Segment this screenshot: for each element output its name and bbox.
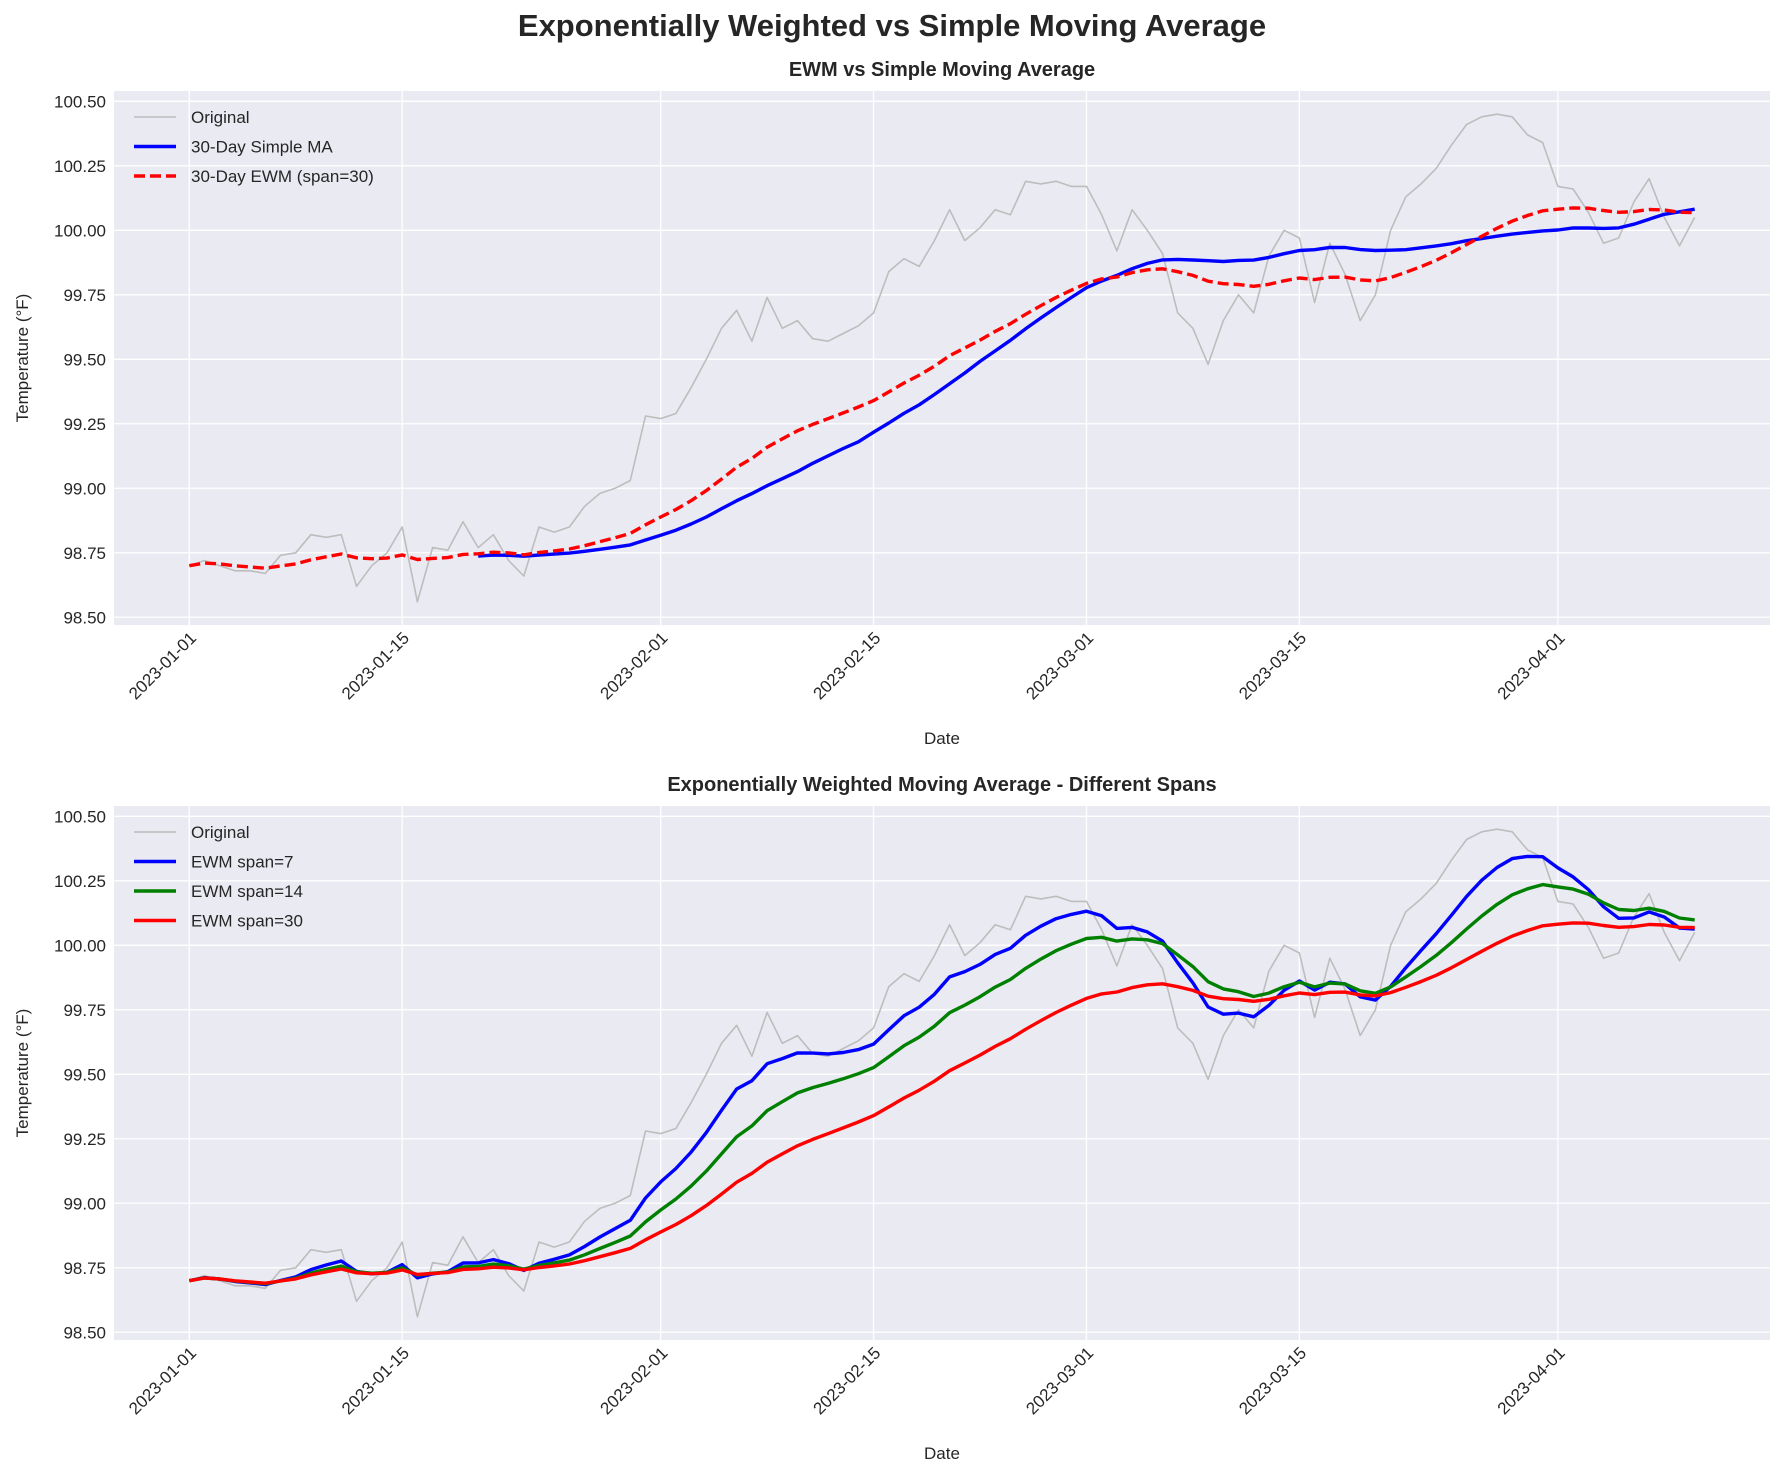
- y-tick-label: 99.00: [63, 479, 106, 498]
- y-tick-label: 100.50: [54, 92, 106, 111]
- x-tick-label: 2023-01-15: [338, 628, 413, 703]
- y-tick-label: 98.75: [63, 544, 106, 563]
- series-line-ewm-span-30: [189, 921, 1695, 1285]
- plot-area: [114, 91, 1770, 625]
- y-tick-label: 100.50: [54, 807, 106, 826]
- x-tick-label: 2023-03-15: [1235, 1343, 1310, 1418]
- y-tick-label: 100.25: [54, 872, 106, 891]
- subplot-title: EWM vs Simple Moving Average: [789, 59, 1095, 81]
- x-tick-label: 2023-04-01: [1494, 628, 1569, 703]
- y-tick-label: 99.00: [63, 1194, 106, 1213]
- series-line-original: [189, 113, 1696, 603]
- x-tick-label: 2023-01-01: [125, 1343, 200, 1418]
- subplot-ewm-spans: 98.50 98.75 99.00 99.25 99.50 99.75 100.00 100.…: [13, 774, 1770, 1463]
- x-tick-label: 2023-03-01: [1022, 628, 1097, 703]
- legend-label: EWM span=30: [191, 912, 303, 931]
- y-tick-label: 98.50: [63, 1323, 106, 1342]
- x-tick-label: 2023-03-01: [1022, 1343, 1097, 1418]
- y-tick-label: 98.75: [63, 1259, 106, 1278]
- y-tick-label: 100.00: [54, 936, 106, 955]
- x-tick-label: 2023-04-01: [1494, 1343, 1569, 1418]
- y-tick-label: 99.25: [63, 415, 106, 434]
- series-line-30-day-ewm-span-30: [189, 206, 1695, 570]
- y-tick-label: 99.75: [63, 1001, 106, 1020]
- subplot-ewm-vs-sma: 98.50 98.75 99.00 99.25 99.50 99.75 100.00 100.…: [13, 59, 1770, 748]
- subplot-title: Exponentially Weighted Moving Average - …: [667, 774, 1216, 796]
- legend-label: Original: [191, 108, 250, 127]
- y-tick-label: 100.25: [54, 157, 106, 176]
- y-axis-label: Temperature (°F): [13, 1009, 32, 1138]
- legend-label: EWM span=7: [191, 853, 294, 872]
- y-tick-label: 99.75: [63, 286, 106, 305]
- x-axis-label: Date: [924, 729, 960, 748]
- series-line-30-day-simple-ma: [478, 207, 1695, 558]
- legend-label: EWM span=14: [191, 882, 303, 901]
- y-tick-label: 99.50: [63, 350, 106, 369]
- y-tick-label: 99.25: [63, 1130, 106, 1149]
- y-tick-label: 100.00: [54, 221, 106, 240]
- figure-title: Exponentially Weighted vs Simple Moving …: [518, 8, 1266, 43]
- x-tick-label: 2023-02-01: [597, 628, 672, 703]
- legend-label: 30-Day EWM (span=30): [191, 167, 374, 186]
- y-tick-label: 99.50: [63, 1065, 106, 1084]
- x-tick-label: 2023-01-15: [338, 1343, 413, 1418]
- y-axis-label: Temperature (°F): [13, 294, 32, 423]
- series-line-original: [189, 828, 1696, 1318]
- x-tick-label: 2023-01-01: [125, 628, 200, 703]
- plot-area: [114, 806, 1770, 1340]
- x-tick-label: 2023-02-15: [809, 1343, 884, 1418]
- legend-label: Original: [191, 823, 250, 842]
- legend-label: 30-Day Simple MA: [191, 138, 333, 157]
- y-tick-label: 98.50: [63, 608, 106, 627]
- x-tick-label: 2023-02-01: [597, 1343, 672, 1418]
- x-tick-label: 2023-03-15: [1235, 628, 1310, 703]
- x-axis-label: Date: [924, 1444, 960, 1463]
- x-tick-label: 2023-02-15: [809, 628, 884, 703]
